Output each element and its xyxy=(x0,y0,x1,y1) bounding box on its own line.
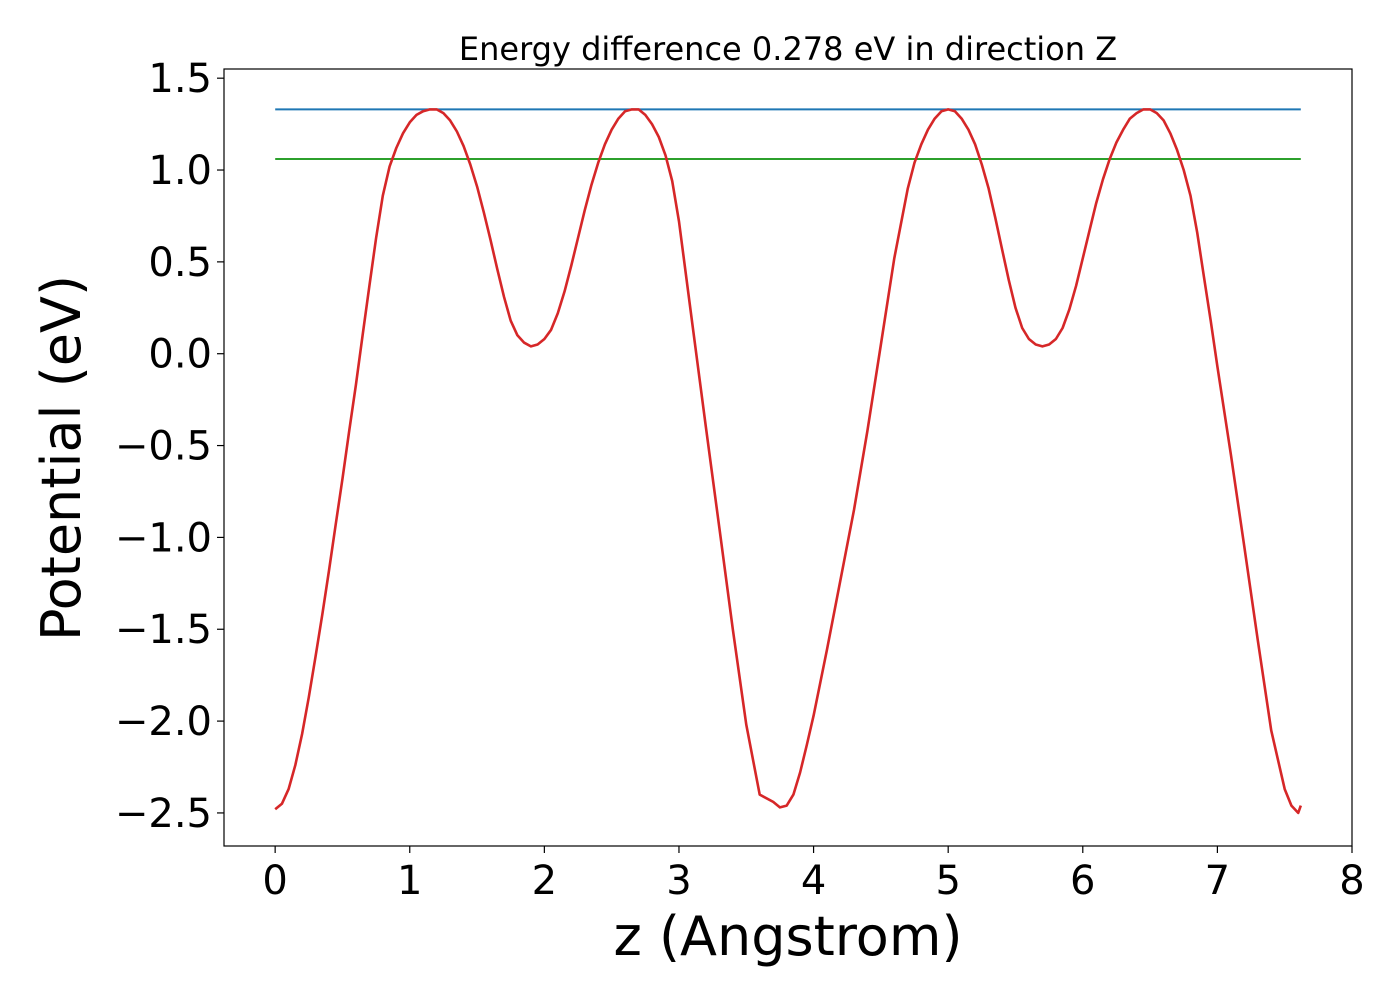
y-tick-label: −1.0 xyxy=(115,515,212,561)
x-axis-title: z (Angstrom) xyxy=(613,905,962,968)
x-tick-label: 4 xyxy=(801,858,826,904)
x-tick-label: 8 xyxy=(1339,858,1364,904)
y-tick-label: 1.0 xyxy=(148,148,212,194)
series-line-0 xyxy=(274,108,1303,815)
chart-title: Energy difference 0.278 eV in direction … xyxy=(459,30,1117,68)
y-tick-label: −0.5 xyxy=(115,424,212,470)
y-axis-ticks: 1.5 1.0 0.5 0.0 −0.5 −1.0 −1.5 −2.0 −2.5 xyxy=(115,56,224,837)
y-tick-label: 1.5 xyxy=(148,56,212,102)
y-tick-label: 0.5 xyxy=(148,240,212,286)
x-tick-label: 6 xyxy=(1070,858,1095,904)
plot-lines xyxy=(274,108,1303,815)
x-tick-label: 5 xyxy=(935,858,960,904)
plot-frame xyxy=(223,68,1353,847)
x-axis-ticks: 0 1 2 3 4 5 6 7 8 xyxy=(262,846,1365,904)
y-tick-label: −2.0 xyxy=(115,699,212,745)
y-tick-label: −1.5 xyxy=(115,607,212,653)
y-tick-label: −2.5 xyxy=(115,791,212,837)
x-tick-label: 1 xyxy=(397,858,422,904)
y-axis-title: Potential (eV) xyxy=(30,275,93,641)
x-tick-label: 2 xyxy=(532,858,557,904)
x-tick-label: 7 xyxy=(1205,858,1230,904)
y-tick-label: 0.0 xyxy=(148,332,212,378)
x-tick-label: 3 xyxy=(666,858,691,904)
x-tick-label: 0 xyxy=(262,858,287,904)
